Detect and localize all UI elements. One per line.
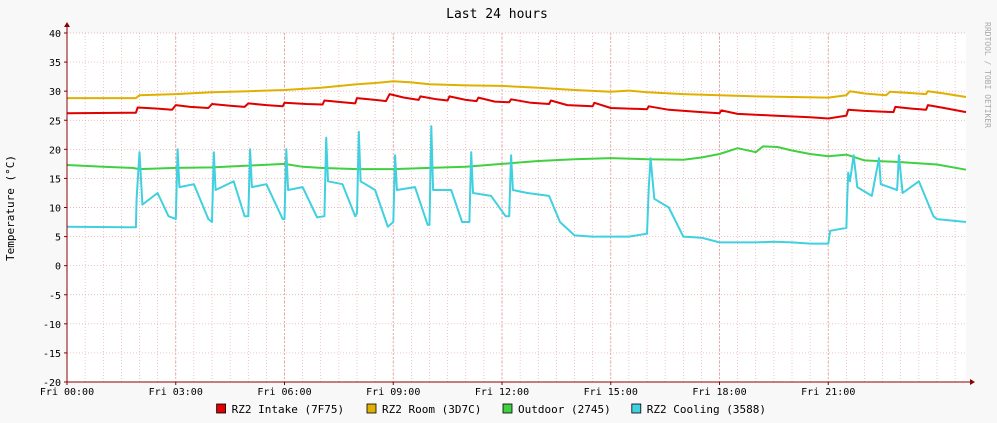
series-line-3 <box>66 145 967 171</box>
series-lines <box>66 80 967 245</box>
legend-label: RZ2 Room (3D7C) <box>382 403 481 416</box>
legend-swatch <box>631 403 642 414</box>
x-tick-label: Fri 18:00 <box>692 387 746 398</box>
y-tick-label: -15 <box>43 349 61 360</box>
y-tick-label: 25 <box>49 116 61 127</box>
y-tick-label: 30 <box>49 87 61 98</box>
legend-label: RZ2 Intake (7F75) <box>232 403 345 416</box>
y-axis-arrow <box>64 22 70 27</box>
legend-label: RZ2 Cooling (3588) <box>647 403 766 416</box>
axes <box>64 22 975 385</box>
y-tick-label: 5 <box>55 233 61 244</box>
x-tick-label: Fri 21:00 <box>801 387 855 398</box>
chart-title: Last 24 hours <box>446 7 548 22</box>
y-tick-label: -5 <box>49 291 61 302</box>
y-tick-label: 0 <box>55 262 61 273</box>
x-tick-label: Fri 06:00 <box>257 387 311 398</box>
y-tick-label: 10 <box>49 204 61 215</box>
legend-label: Outdoor (2745) <box>518 403 611 416</box>
y-tick-label: 40 <box>49 29 61 40</box>
rrdtool-watermark: RRDTOOL / TOBI OETIKER <box>983 22 992 128</box>
y-tick-label: 15 <box>49 174 61 185</box>
x-tick-label: Fri 03:00 <box>149 387 203 398</box>
x-tick-label: Fri 12:00 <box>475 387 529 398</box>
legend-swatch <box>216 403 227 414</box>
y-tick-label: 35 <box>49 58 61 69</box>
series-line-4 <box>66 125 967 245</box>
legend: RZ2 Intake (7F75) RZ2 Room (3D7C) Outdoor … <box>216 403 766 416</box>
y-axis-label: Temperature (°C) <box>4 155 17 261</box>
x-tick-label: Fri 00:00 <box>40 387 94 398</box>
legend-swatch <box>366 403 377 414</box>
y-tick-label: -10 <box>43 320 61 331</box>
legend-swatch <box>502 403 513 414</box>
y-tick-label: -20 <box>43 378 61 389</box>
series-line-1 <box>66 93 967 120</box>
grid-lines <box>66 32 966 383</box>
x-axis-arrow <box>970 379 975 385</box>
y-tick-label: 20 <box>49 145 61 156</box>
x-tick-label: Fri 09:00 <box>366 387 420 398</box>
series-line-2 <box>67 80 967 100</box>
x-tick-label: Fri 15:00 <box>584 387 638 398</box>
plot-area <box>67 33 966 382</box>
